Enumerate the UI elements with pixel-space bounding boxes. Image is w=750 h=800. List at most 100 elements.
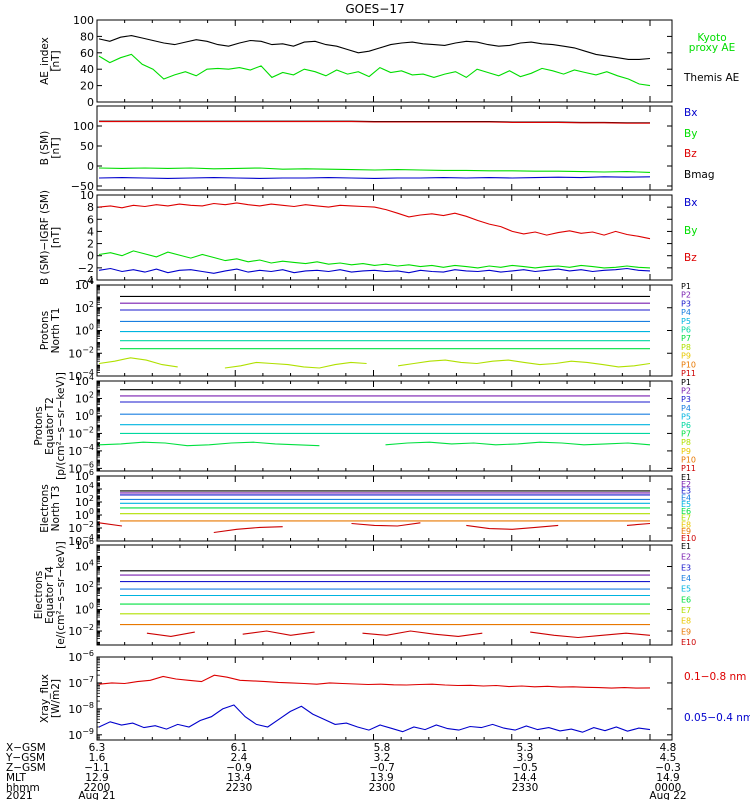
ephemeris-value: 2200 <box>84 782 111 794</box>
panel-prot_t1: 104 102 100 10−2 10−4 Protons North T1 P1P2P3P4… <box>39 277 696 383</box>
legend-item: E5 <box>681 500 691 509</box>
legend-item: P9 <box>681 352 691 361</box>
y-tick-label: 100 <box>75 507 94 522</box>
series-line-0-1-0-8-nm <box>98 674 651 689</box>
y-axis-label: B (SM) <box>39 131 51 165</box>
ephemeris-value: −0.7 <box>369 762 395 774</box>
y-tick-label: −50 <box>71 180 94 193</box>
legend-item: P6 <box>681 326 691 335</box>
legend-item: E4 <box>681 574 691 583</box>
ephemeris-value: 4.5 <box>660 752 677 764</box>
panel-xray: 10−6 10−7 10−8 10−9 Xray_flux [W/m2] 0.1−0.8 n… <box>39 649 750 742</box>
ephemeris-row-label: X−GSM <box>6 742 46 754</box>
x-ticks <box>96 657 651 740</box>
y-tick-label: 4 <box>87 225 94 238</box>
y-axis-label: Protons <box>33 406 45 445</box>
legend-item: P6 <box>681 421 691 430</box>
ephemeris-value: 2300 <box>369 782 396 794</box>
panel-frame <box>96 544 673 646</box>
panel-frame <box>96 656 673 741</box>
y-axis-label: Protons <box>39 311 51 350</box>
series-line-bx <box>98 267 651 274</box>
legend-item: E9 <box>681 527 691 536</box>
legend-item: E5 <box>681 585 691 594</box>
y-tick-label: 104 <box>75 559 94 574</box>
legend-item: E4 <box>681 493 691 502</box>
y-tick-label: 40 <box>80 63 94 76</box>
y-tick-label: 10−2 <box>68 623 94 638</box>
legend-item: E10 <box>681 638 696 647</box>
legend-item: P5 <box>681 317 691 326</box>
ephemeris-value: Aug 22 <box>649 790 686 800</box>
y-tick-label: 10−4 <box>68 533 94 548</box>
y-tick-label: 102 <box>75 300 94 315</box>
legend: 0.1−0.8 nm 0.05−0.4 nm <box>684 671 750 724</box>
y-axis-label: [nT] <box>50 227 62 248</box>
series-line-e9 <box>362 630 483 637</box>
y-tick-label: 10−7 <box>68 675 94 690</box>
ephemeris-table: X−GSM 6.3 6.1 5.8 5.3 4.8 Y−GSM 1.6 2.4 3.2 3.9 4.5… <box>5 742 687 800</box>
x-ticks <box>96 106 651 190</box>
legend-item: Bx <box>684 107 697 119</box>
y-tick-label: 104 <box>75 277 94 292</box>
series-line-by <box>98 167 651 173</box>
series-line-p7 <box>385 441 651 446</box>
ephemeris-value: −0.5 <box>512 762 538 774</box>
legend-item: P1 <box>681 378 691 387</box>
legend-item: P3 <box>681 299 691 308</box>
legend-item: E6 <box>681 507 691 516</box>
legend-item: E1 <box>681 542 691 551</box>
ephemeris-value: −0.9 <box>226 762 252 774</box>
panel-frame <box>96 380 673 472</box>
y-tick-label: 106 <box>75 537 94 552</box>
ephemeris-value: 6.1 <box>231 742 248 754</box>
y-tick-label: 10−6 <box>68 460 94 475</box>
series-line-e9 <box>242 630 315 636</box>
legend-item: E2 <box>681 480 691 489</box>
ephemeris-value: 2.4 <box>231 752 248 764</box>
y-axis-label: Electrons <box>39 484 51 533</box>
legend-item: P1 <box>681 282 691 291</box>
y-axis-label: Electrons <box>33 571 45 620</box>
series-line-themis-ae <box>98 35 651 60</box>
legend-item: P2 <box>681 291 691 300</box>
y-axis-label: [nT] <box>50 50 62 71</box>
legend-item: E9 <box>681 627 691 636</box>
y-axis-label: Equator T2 <box>44 397 56 455</box>
y-tick-label: 100 <box>73 14 94 27</box>
y-tick-label: 50 <box>80 140 94 153</box>
y-tick-label: 10−2 <box>68 345 94 360</box>
legend: Bx By Bz Bmag <box>684 107 715 181</box>
legend-item: E7 <box>681 514 691 523</box>
y-axis-label: [W/m2] <box>50 679 62 718</box>
legend-item: Bmag <box>684 169 715 181</box>
y-tick-label: −2 <box>78 262 94 275</box>
y-tick-label: 20 <box>80 80 94 93</box>
series-line-e9 <box>626 522 651 526</box>
plot-title: GOES−17 <box>345 2 404 16</box>
y-tick-label: 10−6 <box>68 649 94 664</box>
y-tick-label: 100 <box>75 602 94 617</box>
y-tick-label: 0 <box>87 250 94 263</box>
legend-item: P7 <box>681 430 691 439</box>
y-tick-label: 10−4 <box>68 368 94 383</box>
y-tick-label: 2 <box>87 238 94 251</box>
panel-frame <box>96 475 673 542</box>
panel-frame <box>96 194 673 281</box>
series-line-e9 <box>530 631 651 639</box>
legend-item: P4 <box>681 404 691 413</box>
y-tick-label: 10−4 <box>68 443 94 458</box>
legend-item: Kyoto <box>697 32 726 44</box>
panel-elec_t4: 106 104 102 100 10−2 Electrons Equator T4 [e/(c… <box>33 537 696 649</box>
ephemeris-value: 2330 <box>512 782 539 794</box>
y-tick-label: 10−9 <box>68 727 94 742</box>
y-tick-label: 10−8 <box>68 701 94 716</box>
ephemeris-row-label: 2021 <box>6 790 33 800</box>
ephemeris-value: −0.3 <box>655 762 681 774</box>
series-line-by <box>98 250 651 269</box>
